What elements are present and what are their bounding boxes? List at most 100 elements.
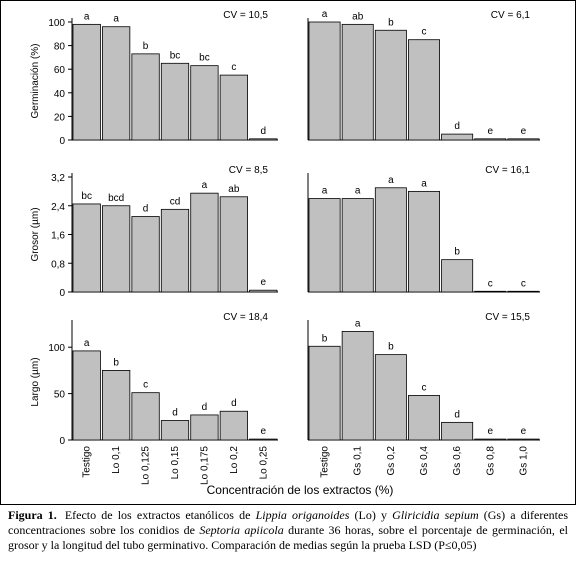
- bar: [507, 138, 540, 141]
- bar: [507, 438, 540, 441]
- cv-label: CV = 8,5: [229, 165, 269, 176]
- cv-label: CV = 18,4: [223, 312, 268, 323]
- bar: [474, 290, 507, 293]
- y-tick-label: 50: [54, 390, 66, 401]
- caption-label: Figura 1.: [8, 508, 57, 522]
- significance-letter: ab: [352, 11, 364, 22]
- significance-letter: d: [454, 121, 460, 132]
- caption-text: Septoria apiicola: [199, 523, 284, 537]
- x-tick-label: Lo 0,15: [170, 446, 181, 480]
- y-tick-label: 20: [54, 112, 66, 123]
- significance-letter: bc: [199, 53, 210, 64]
- bar: [507, 290, 540, 293]
- bar: [408, 395, 440, 441]
- bar: [249, 289, 278, 293]
- significance-letter: c: [231, 62, 236, 73]
- x-tick-label: Gs 0,2: [386, 446, 397, 476]
- x-tick-label: Gs 0,4: [419, 446, 430, 476]
- cv-label: CV = 16,1: [485, 165, 530, 176]
- y-axis-title: Germinación (%): [30, 43, 41, 118]
- cv-label: CV = 10,5: [223, 10, 268, 21]
- bar: [441, 259, 474, 293]
- significance-letter: bc: [170, 50, 181, 61]
- significance-letter: b: [388, 17, 394, 28]
- cv-label: CV = 6,1: [491, 10, 531, 21]
- caption: Figura 1. Efecto de los extractos etanóli…: [8, 508, 568, 553]
- significance-letter: b: [322, 333, 328, 344]
- bar: [131, 53, 160, 141]
- bar: [308, 345, 341, 441]
- significance-letter: d: [454, 409, 460, 420]
- significance-letter: cd: [170, 196, 181, 207]
- x-tick-label: Gs 0,1: [353, 446, 364, 476]
- caption-text: durante 36 horas, sobre el porcentaje de…: [8, 523, 569, 552]
- bar: [190, 414, 219, 441]
- bar: [160, 208, 190, 293]
- bar: [341, 23, 374, 141]
- significance-letter: c: [521, 278, 526, 289]
- y-tick-label: 0,8: [51, 259, 65, 270]
- significance-letter: b: [388, 342, 394, 353]
- bar: [160, 62, 190, 141]
- bar: [219, 410, 248, 441]
- significance-letter: a: [388, 175, 394, 186]
- bar: [190, 65, 219, 141]
- bar: [408, 190, 440, 293]
- bar: [72, 203, 101, 293]
- x-tick-label: Testigo: [82, 446, 93, 478]
- bar: [219, 196, 248, 293]
- significance-letter: a: [322, 186, 328, 197]
- figure: Concentración de los extractos (%) 0 20 40…: [0, 0, 576, 505]
- y-tick-label: 60: [54, 65, 66, 76]
- caption-text: Lippia origanoides: [255, 508, 350, 522]
- x-tick-label: Gs 0,8: [485, 446, 496, 476]
- x-tick-label: Gs 0,6: [452, 446, 463, 476]
- significance-letter: a: [84, 11, 90, 22]
- y-tick-label: 40: [54, 89, 66, 100]
- significance-letter: b: [113, 357, 119, 368]
- caption-text: Efecto de los extractos etanólicos de: [64, 508, 256, 522]
- significance-letter: c: [488, 278, 493, 289]
- significance-letter: ab: [228, 184, 240, 195]
- y-axis-title: Grosor (µm): [30, 207, 41, 261]
- significance-letter: c: [422, 27, 427, 38]
- bar: [308, 198, 341, 293]
- x-tick-label: Lo 0,175: [199, 446, 210, 485]
- bar: [408, 39, 440, 141]
- significance-letter: e: [488, 426, 494, 437]
- significance-letter: e: [261, 277, 267, 288]
- caption-text: (Lo) y: [349, 508, 393, 522]
- y-tick-label: 80: [54, 42, 66, 53]
- significance-letter: e: [521, 126, 527, 137]
- bar: [374, 187, 407, 293]
- bar: [131, 216, 160, 293]
- bar: [102, 205, 131, 293]
- x-tick-label: Lo 0,25: [258, 446, 269, 480]
- significance-letter: e: [521, 426, 527, 437]
- significance-letter: d: [231, 398, 237, 409]
- significance-letter: a: [202, 180, 208, 191]
- bar: [341, 198, 374, 293]
- significance-letter: a: [322, 9, 328, 20]
- significance-letter: a: [421, 178, 427, 189]
- bar: [441, 133, 474, 141]
- bar: [308, 21, 341, 141]
- bar: [374, 354, 407, 441]
- significance-letter: d: [261, 126, 267, 137]
- significance-letter: bc: [81, 191, 92, 202]
- significance-letter: e: [261, 426, 267, 437]
- y-tick-label: 0: [59, 436, 65, 447]
- significance-letter: e: [488, 126, 494, 137]
- x-axis-title: Concentración de los extractos (%): [207, 483, 394, 497]
- caption-text: Gliricidia sepium: [392, 508, 479, 522]
- y-tick-label: 0: [59, 136, 65, 147]
- x-tick-label: Lo 0,1: [111, 446, 122, 474]
- y-tick-label: 3,2: [51, 173, 65, 184]
- significance-letter: c: [422, 382, 427, 393]
- bar: [474, 438, 507, 441]
- significance-letter: b: [143, 41, 149, 52]
- bar: [341, 331, 374, 441]
- bar: [190, 192, 219, 293]
- y-tick-label: 100: [48, 18, 65, 29]
- y-tick-label: 1,6: [51, 231, 65, 242]
